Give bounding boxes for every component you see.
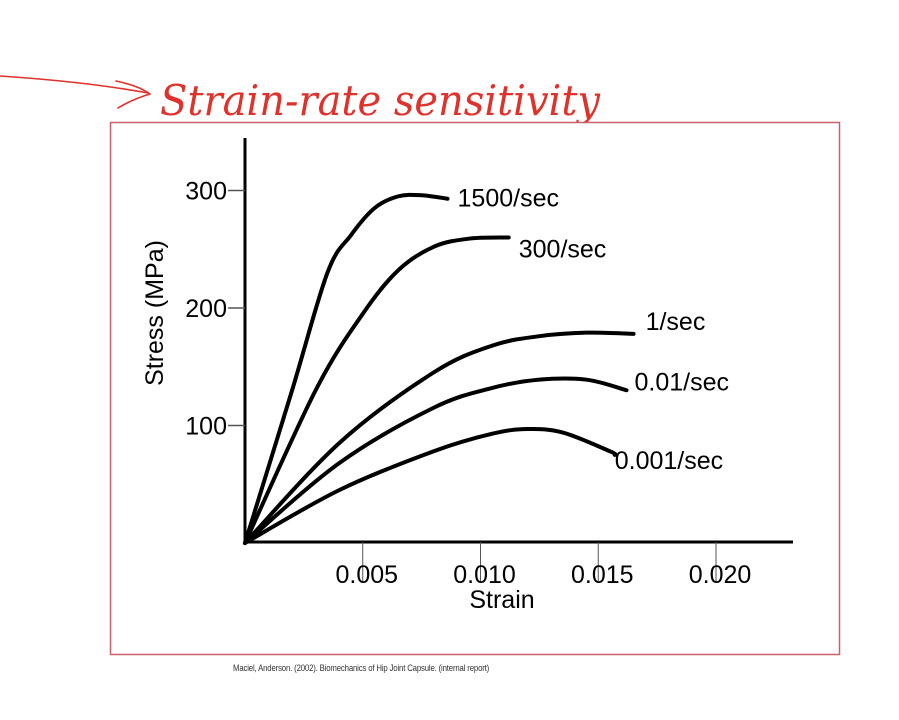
y-tick-label: 100 (185, 413, 227, 441)
curve-0-001-sec (243, 426, 618, 545)
y-tick-label: 300 (185, 178, 227, 206)
x-tick-label: 0.005 (335, 561, 398, 589)
x-axis-label: Strain (469, 586, 534, 614)
curve-300-sec (243, 235, 511, 545)
chart-frame (109, 121, 841, 656)
x-tick-label: 0.015 (571, 561, 634, 589)
y-ticks: 100 200 300 (185, 178, 245, 441)
y-tick-label: 200 (185, 295, 227, 323)
series-label: 1500/sec (458, 185, 559, 213)
annotation-title: Strain-rate sensitivity (160, 76, 601, 125)
citation-caption: Maciel, Anderson. (2002). Biomechanics o… (233, 663, 490, 674)
x-tick-label: 0.010 (453, 561, 516, 589)
series-label: 300/sec (519, 236, 607, 264)
curves (243, 192, 636, 545)
x-ticks: 0.005 0.010 0.015 0.020 (335, 542, 751, 589)
y-axis-label: Stress (MPa) (141, 240, 169, 386)
series-label: 1/sec (646, 308, 706, 336)
curve-0-01-sec (243, 376, 629, 545)
series-labels: 1500/sec 300/sec 1/sec 0.01/sec 0.001/sec (458, 185, 729, 475)
series-label: 0.01/sec (635, 368, 730, 396)
x-tick-label: 0.020 (689, 561, 752, 589)
curve-1-sec (243, 330, 636, 545)
arrow-icon (0, 75, 151, 109)
curve-1500-sec (243, 192, 450, 545)
series-label: 0.001/sec (615, 447, 723, 475)
